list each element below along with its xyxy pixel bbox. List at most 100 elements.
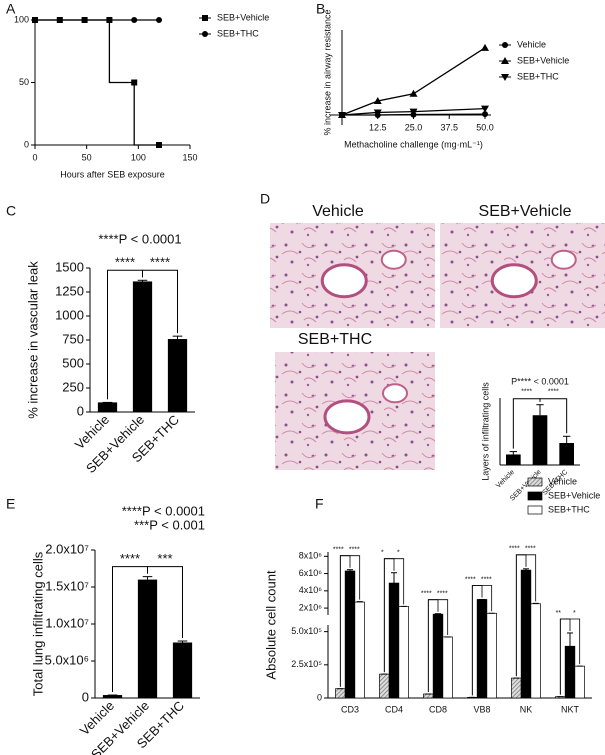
significance-label: **** — [548, 389, 559, 396]
marker — [501, 74, 509, 81]
x-tick-label: 50 — [82, 152, 92, 162]
series-line — [342, 113, 486, 116]
significance-label: *** — [157, 551, 172, 566]
y-tick-label: 1.5x10⁷ — [45, 578, 89, 593]
y-tick-label: 500 — [62, 355, 84, 370]
x-tick-label: 100 — [131, 152, 146, 162]
bar — [559, 442, 574, 465]
marker — [106, 17, 113, 23]
legend-label: SEB+Vehicle — [217, 12, 269, 22]
y-tick-label: 0 — [24, 139, 29, 149]
legend-swatch — [527, 477, 543, 487]
airway — [380, 249, 407, 270]
marker — [373, 109, 382, 117]
significance-label: **** — [437, 591, 448, 598]
airway — [320, 263, 368, 299]
bar — [574, 665, 585, 699]
x-axis-label: Methacholine challenge (mg·mL⁻¹) — [344, 139, 483, 149]
significance-bracket — [383, 558, 405, 673]
bar — [388, 582, 400, 699]
y-tick-label: 250 — [62, 379, 84, 394]
x-tick-label: 50.0 — [476, 122, 494, 132]
annotation: P**** < 0.0001 — [511, 376, 569, 386]
y-axis-label: Layers of infiltrating cells — [480, 382, 490, 481]
bar — [398, 606, 409, 699]
bar — [520, 569, 532, 699]
panel-label: A — [6, 1, 16, 17]
y-tick-label: 8x10⁶ — [299, 551, 323, 561]
y-tick-label: 2.0x10⁷ — [45, 541, 89, 556]
bar — [379, 673, 390, 699]
y-tick-label: 100 — [14, 14, 29, 24]
legend-label: Vehicle — [517, 39, 546, 49]
y-tick-label: 6x10⁶ — [299, 568, 323, 578]
legend-label: SEB+THC — [548, 504, 590, 514]
image-title: Vehicle — [312, 203, 364, 220]
bar — [137, 579, 158, 698]
bar — [530, 603, 541, 699]
legend-label: Vehicle — [548, 476, 577, 486]
bar — [354, 601, 365, 699]
x-axis-label: Hours after SEB exposure — [60, 169, 165, 179]
legend-label: SEB+Vehicle — [517, 55, 569, 65]
bar — [344, 570, 356, 699]
y-tick-label: 2x10⁶ — [299, 602, 323, 612]
annotation: ****P < 0.0001 — [98, 231, 181, 246]
significance-bracket — [515, 554, 537, 677]
y-tick-label: 1.0x10⁷ — [45, 615, 89, 630]
x-tick-label: 37.5 — [440, 122, 458, 132]
significance-bracket — [339, 555, 361, 687]
legend-swatch — [527, 491, 543, 501]
significance-bracket — [559, 618, 581, 695]
significance-label: ** — [556, 610, 562, 617]
y-tick-label: 0 — [82, 689, 89, 704]
significance-label: * — [397, 550, 400, 557]
marker — [373, 96, 382, 104]
bar — [167, 339, 188, 412]
legend-swatch — [527, 505, 543, 515]
annotation: ***P < 0.001 — [134, 517, 205, 532]
series-line — [341, 47, 486, 116]
marker — [338, 112, 346, 119]
y-tick-label: 5.0x10⁵ — [291, 626, 322, 636]
significance-label: * — [381, 550, 384, 557]
significance-label: **** — [349, 547, 360, 554]
x-tick-label: CD8 — [429, 704, 447, 714]
y-tick-label: 1500 — [55, 259, 84, 274]
significance-label: * — [573, 610, 576, 617]
marker — [482, 111, 488, 118]
marker — [202, 31, 208, 37]
y-tick-label: 1000 — [55, 307, 84, 322]
marker — [131, 17, 138, 23]
marker — [32, 17, 38, 23]
panel-label: D — [260, 191, 270, 207]
marker — [501, 57, 509, 64]
legend-label: SEB+Vehicle — [548, 490, 600, 500]
x-tick-label: NKT — [561, 704, 580, 714]
x-tick-label: NK — [520, 704, 533, 714]
x-tick-label: 0 — [32, 152, 37, 162]
marker — [481, 43, 489, 51]
marker — [202, 15, 208, 21]
significance-bracket — [539, 398, 568, 434]
x-tick-label: CD4 — [385, 704, 403, 714]
y-tick-label: 2.5x10⁵ — [291, 659, 322, 669]
annotation: ****P < 0.0001 — [122, 503, 205, 518]
marker — [156, 142, 162, 148]
bar — [564, 645, 576, 699]
bar — [132, 281, 153, 412]
bar — [102, 695, 123, 698]
x-tick-label: 12.5 — [369, 122, 387, 132]
marker — [502, 42, 508, 48]
panel-label: C — [6, 203, 16, 219]
image-title: SEB+Vehicle — [479, 203, 572, 220]
legend-label: SEB+THC — [217, 28, 259, 38]
significance-bracket — [142, 269, 178, 334]
y-tick-label: 4x10⁶ — [299, 585, 323, 595]
significance-bracket — [427, 599, 449, 693]
y-tick-label: 0 — [317, 692, 322, 702]
significance-bracket — [471, 585, 493, 696]
airway — [490, 263, 538, 299]
airway — [323, 399, 371, 435]
x-tick-label: 150 — [182, 152, 197, 162]
